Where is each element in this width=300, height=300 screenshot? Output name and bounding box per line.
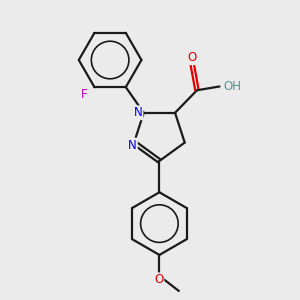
Text: N: N <box>134 106 142 119</box>
Text: O: O <box>188 51 197 64</box>
Text: N: N <box>128 139 137 152</box>
Text: F: F <box>81 88 88 100</box>
Text: O: O <box>154 274 164 286</box>
Text: OH: OH <box>224 80 242 93</box>
